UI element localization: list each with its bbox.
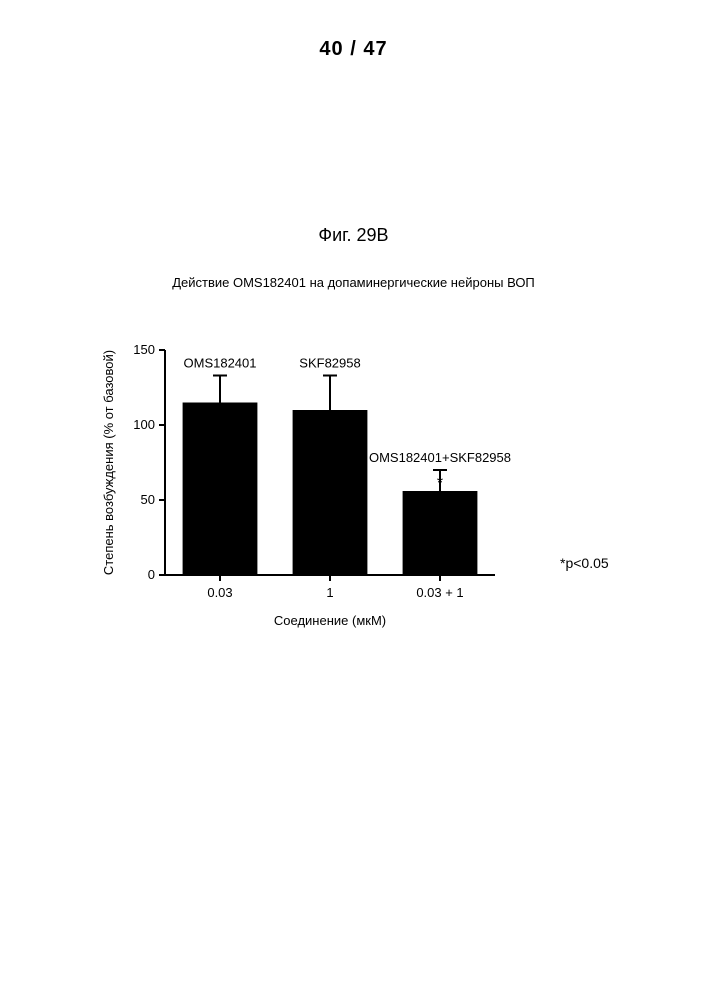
svg-text:OMS182401+SKF82958: OMS182401+SKF82958 [369,450,511,465]
svg-text:*: * [437,475,443,492]
svg-text:50: 50 [141,492,155,507]
bar-chart: 0 50 100 150 Степень возбуждения (% от базов… [95,320,535,640]
page-number: 40 / 47 [0,38,707,61]
svg-text:100: 100 [133,417,155,432]
svg-text:Соединение (мкМ): Соединение (мкМ) [274,613,386,628]
svg-text:150: 150 [133,342,155,357]
svg-text:0: 0 [148,567,155,582]
svg-text:1: 1 [326,585,333,600]
chart-title: Действие OMS182401 на допаминергические … [0,275,707,290]
p-value-note: *p<0.05 [560,555,609,571]
page: 40 / 47 Фиг. 29B Действие OMS182401 на д… [0,0,707,1000]
svg-text:0.03: 0.03 [207,585,232,600]
svg-text:0.03 + 1: 0.03 + 1 [416,585,463,600]
svg-text:Степень возбуждения (% от базо: Степень возбуждения (% от базовой) [101,350,116,575]
svg-text:SKF82958: SKF82958 [299,356,360,371]
figure-label: Фиг. 29B [0,225,707,246]
svg-text:OMS182401: OMS182401 [184,356,257,371]
